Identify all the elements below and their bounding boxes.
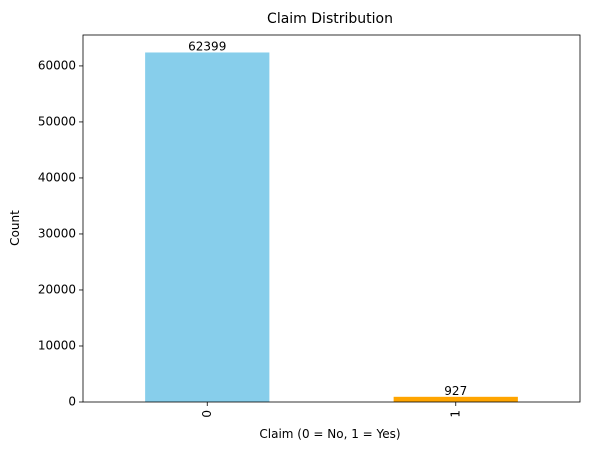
x-tick-label-1: 1: [448, 410, 462, 418]
y-axis-label: Count: [8, 210, 22, 246]
axes-frame: [82, 34, 581, 403]
x-axis-label: Claim (0 = No, 1 = Yes): [259, 427, 400, 441]
bar-0: [145, 52, 270, 402]
y-tick-label-50000: 50000: [38, 114, 76, 128]
y-tick-label-60000: 60000: [38, 58, 76, 72]
plot-area: 62399 0 927 1 0 10000 20000 30000 40000 50000 6000…: [38, 34, 581, 418]
data-label-0: 62399: [188, 39, 226, 53]
y-tick-label-0: 0: [68, 395, 76, 409]
bar-1: [393, 396, 518, 402]
y-tick-label-10000: 10000: [38, 338, 76, 352]
x-tick-label-0: 0: [200, 410, 214, 418]
y-tick-label-20000: 20000: [38, 282, 76, 296]
y-tick-label-30000: 30000: [38, 226, 76, 240]
y-tick-label-40000: 40000: [38, 170, 76, 184]
chart-title: Claim Distribution: [267, 11, 393, 27]
data-label-1: 927: [444, 384, 467, 398]
